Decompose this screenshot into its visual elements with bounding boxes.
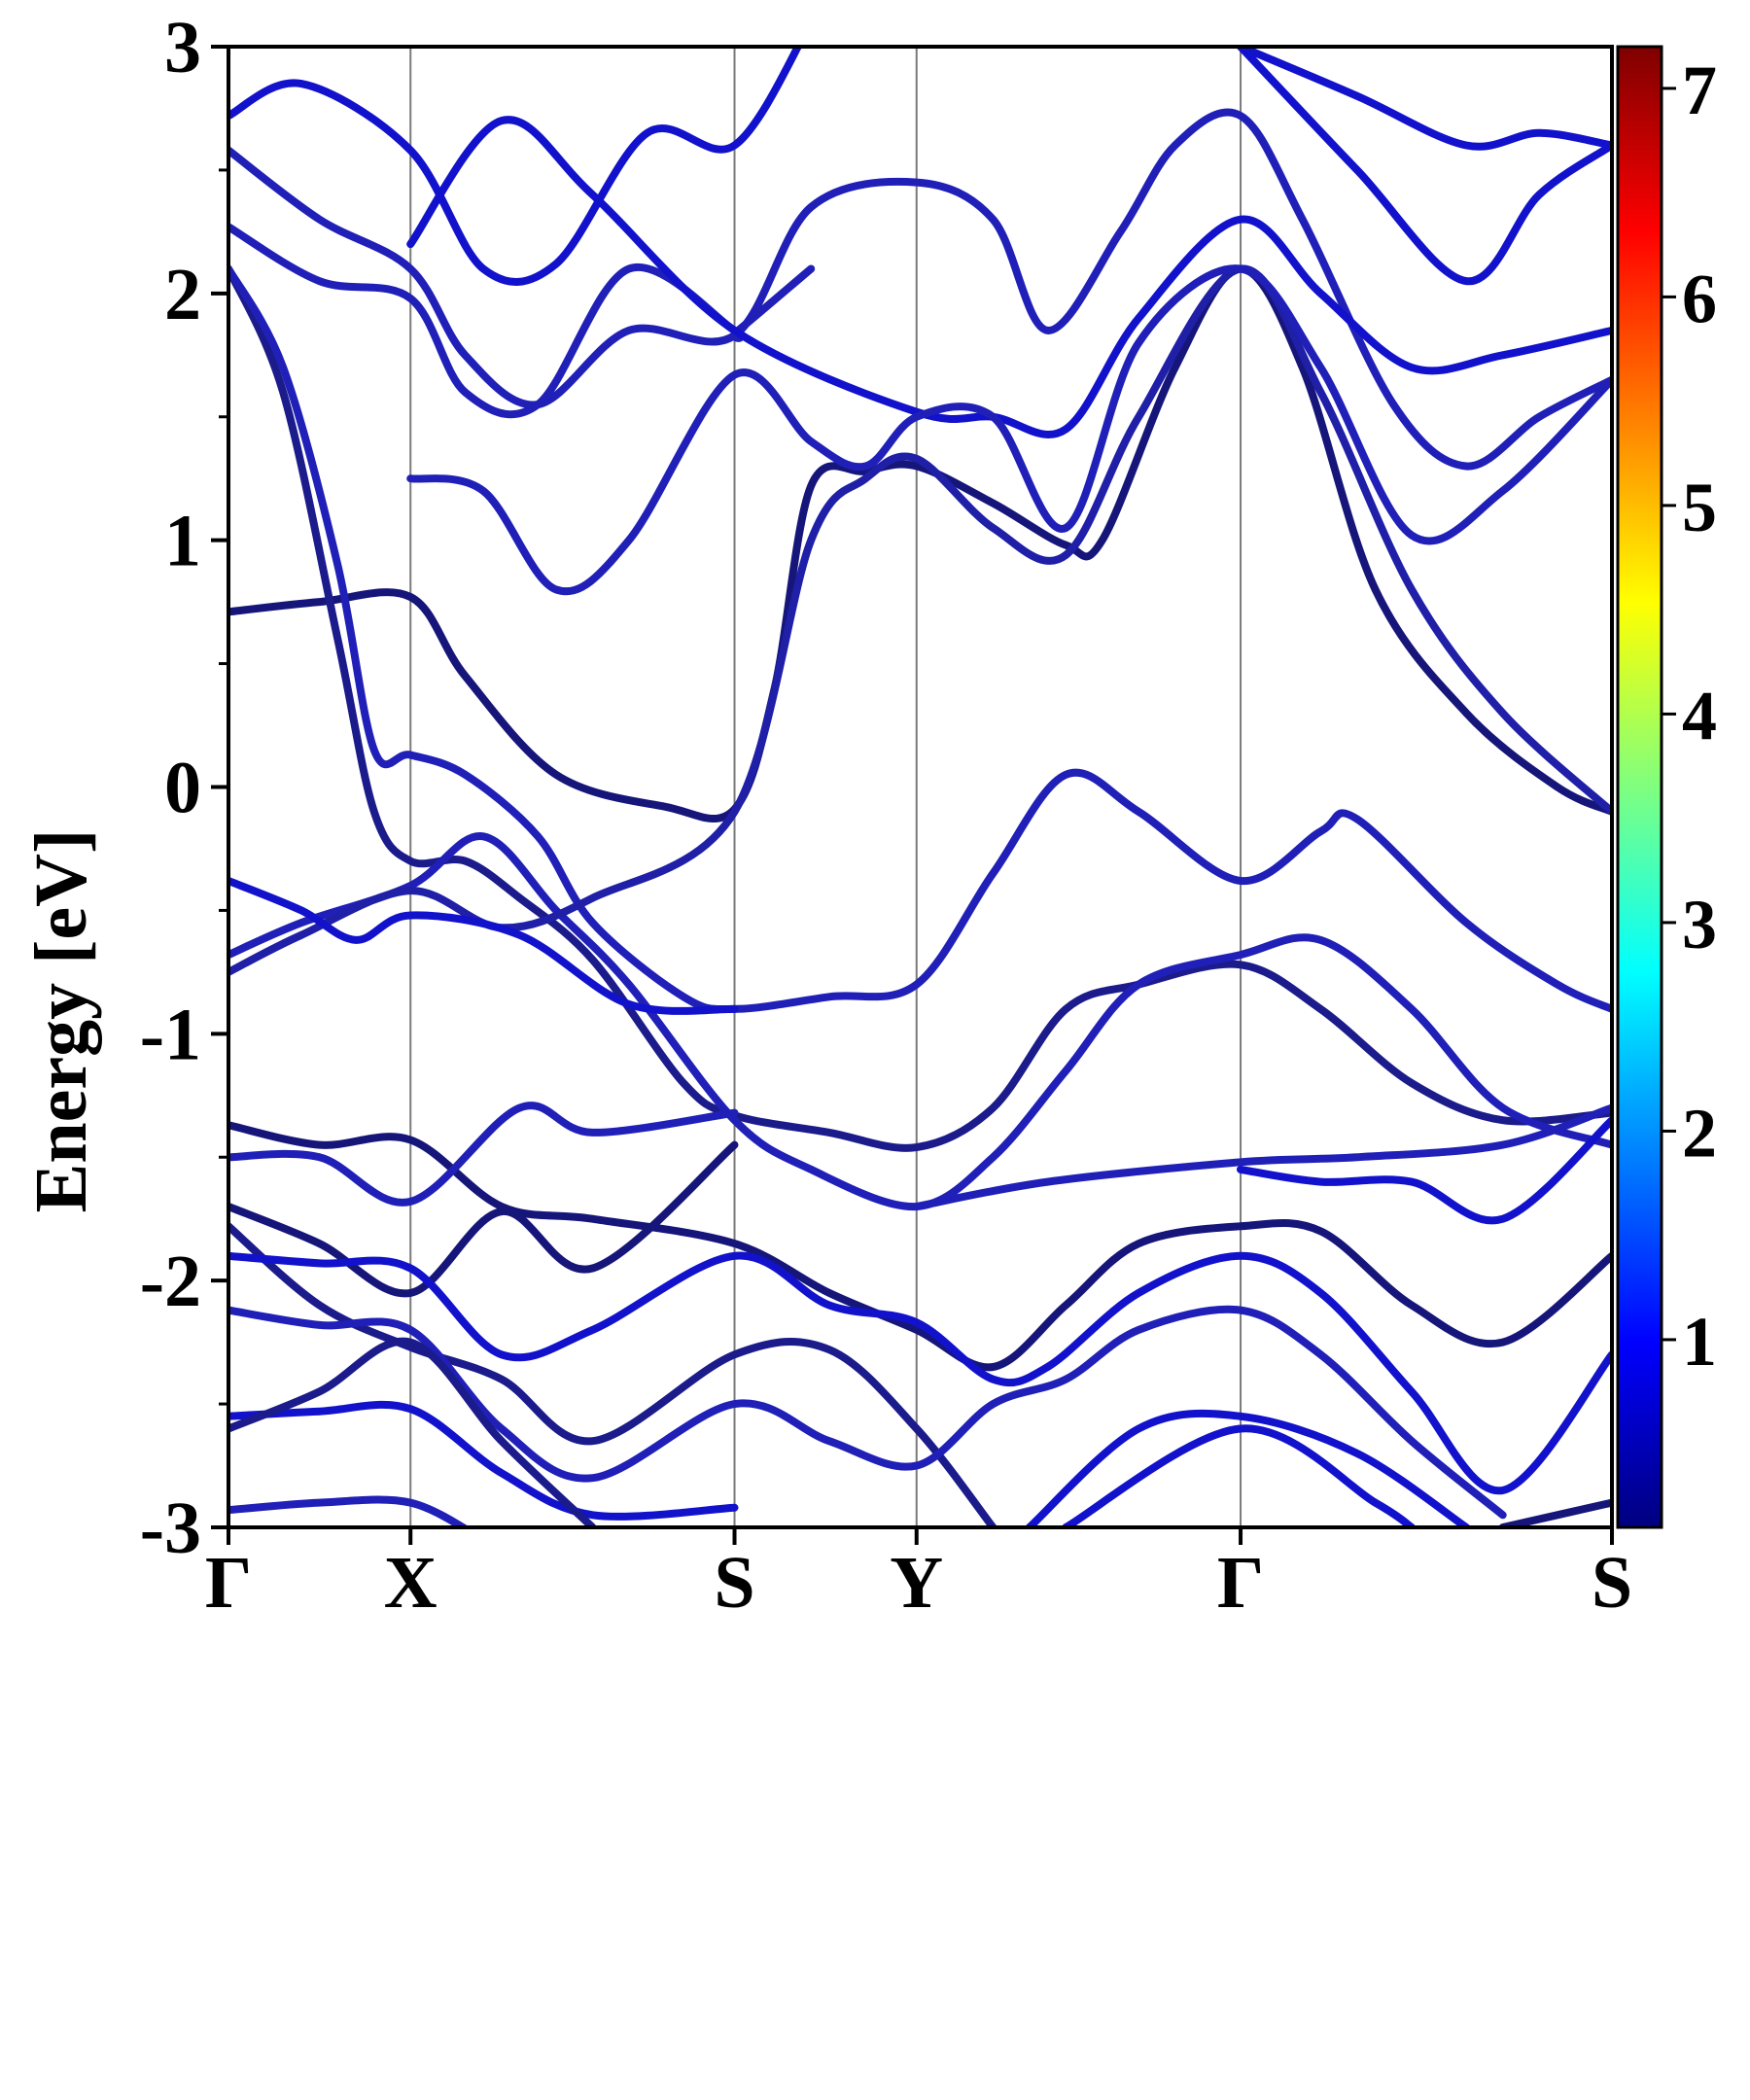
band-7: [228, 223, 816, 419]
y-axis-label: Energy [eV]: [20, 829, 102, 1213]
plot-frame: [227, 45, 1614, 1529]
band-18: [228, 1305, 1507, 1520]
x-tick-label-4: Γ: [1217, 1542, 1264, 1624]
band-5: [228, 877, 739, 1015]
band-22: [1237, 1116, 1612, 1225]
y-tick-label-6: 3: [164, 7, 201, 88]
colorbar-tick-label-4: 5: [1682, 469, 1717, 546]
band-10: [406, 264, 1612, 596]
y-tick-label-1: -2: [140, 1241, 201, 1322]
band-24: [1025, 1409, 1471, 1527]
colorbar-tick-label-6: 7: [1682, 52, 1717, 129]
band-11: [1237, 47, 1612, 286]
colorbar-tick-label-1: 2: [1682, 1094, 1717, 1172]
y-tick-label-5: 2: [164, 254, 201, 335]
band-12: [1237, 47, 1612, 151]
band-13: [228, 1121, 1612, 1372]
y-tick-label-0: -3: [140, 1488, 201, 1569]
band-17: [228, 1251, 1612, 1495]
kpoint-lines: [409, 47, 1242, 1527]
band-0: [228, 264, 1612, 822]
colorbar-tick-label-2: 3: [1682, 886, 1717, 963]
colorbar-tick-label-5: 6: [1682, 260, 1717, 337]
colorbar: [1616, 45, 1663, 1529]
band-1: [228, 264, 1612, 1152]
band-15: [228, 1140, 739, 1298]
band-23: [912, 1103, 1612, 1210]
band-8: [228, 47, 803, 286]
colorbar-tick-label-0: 1: [1682, 1303, 1717, 1381]
colorbar-ticks: 1 2 3 4 5 6 7: [1662, 52, 1717, 1381]
band-26: [1498, 1498, 1612, 1527]
band-6: [228, 108, 1612, 471]
band-9: [406, 116, 1612, 438]
band-14: [228, 1102, 739, 1207]
y-tick-label-4: 1: [164, 501, 201, 582]
y-tick-label-2: -1: [140, 994, 201, 1075]
band-21: [228, 1495, 471, 1527]
colorbar-tick-label-3: 4: [1682, 677, 1717, 754]
band-2: [228, 264, 1612, 1014]
x-tick-label-2: S: [714, 1542, 754, 1624]
x-tick-label-1: X: [384, 1542, 438, 1624]
band-lines: [228, 47, 1612, 1527]
band-19: [228, 1400, 739, 1521]
x-tick-label-0: Γ: [205, 1542, 252, 1624]
y-tick-label-3: 0: [164, 748, 201, 829]
band-20: [228, 1337, 597, 1527]
x-tick-label-5: S: [1592, 1542, 1632, 1624]
x-tick-label-3: Y: [890, 1542, 943, 1624]
y-axis-ticks: -3 -2 -1 0 1 2 3: [140, 7, 228, 1569]
band-25: [1062, 1424, 1416, 1527]
